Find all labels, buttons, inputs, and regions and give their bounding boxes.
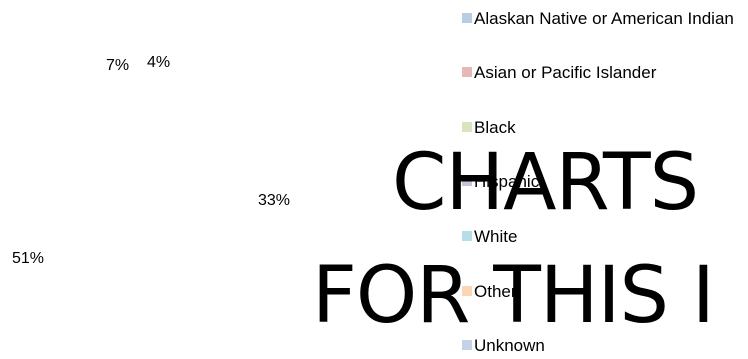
legend-item-white: White bbox=[462, 226, 744, 248]
legend-item-alaskan-native: Alaskan Native or American Indian bbox=[462, 8, 744, 30]
overlay-text-for-this: FOR THIS I bbox=[312, 251, 715, 341]
overlay-text-charts: CHARTS bbox=[392, 138, 699, 228]
legend-label: Other bbox=[474, 282, 517, 301]
legend-item-black: Black bbox=[462, 117, 744, 139]
legend-label: Black bbox=[474, 118, 516, 137]
legend-swatch bbox=[462, 286, 472, 296]
legend-swatch bbox=[462, 122, 472, 132]
legend-item-other: Other bbox=[462, 281, 744, 303]
data-label-51: 51% bbox=[12, 250, 45, 267]
legend-swatch bbox=[462, 340, 472, 350]
legend-label: Alaskan Native or American Indian bbox=[474, 9, 734, 28]
legend-swatch bbox=[462, 67, 472, 77]
legend-swatch bbox=[462, 13, 472, 23]
legend-item-unknown: Unknown bbox=[462, 335, 744, 357]
data-label-4: 4% bbox=[147, 54, 171, 71]
legend-swatch bbox=[462, 176, 472, 186]
data-label-33: 33% bbox=[258, 192, 291, 209]
legend-swatch bbox=[462, 231, 472, 241]
legend-label: Asian or Pacific Islander bbox=[474, 63, 657, 82]
legend-item-hispanic: Hispanic bbox=[462, 171, 744, 193]
legend-label: White bbox=[474, 227, 518, 246]
data-label-7: 7% bbox=[106, 57, 130, 74]
legend-item-asian: Asian or Pacific Islander bbox=[462, 62, 744, 84]
legend-label: Unknown bbox=[474, 336, 545, 355]
legend-label: Hispanic bbox=[474, 172, 540, 191]
